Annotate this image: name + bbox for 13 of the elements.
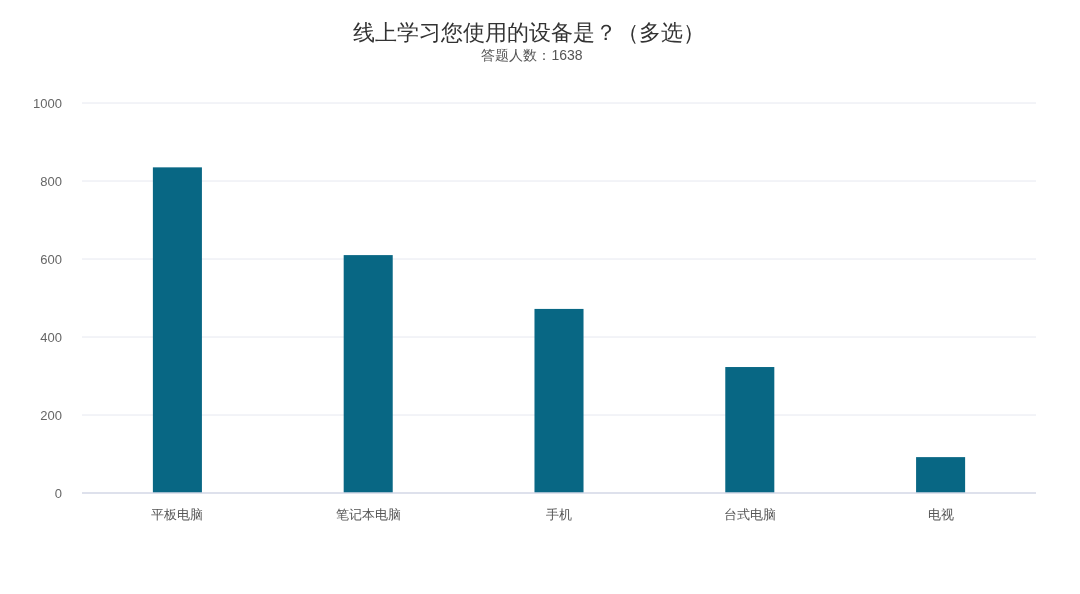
xtick: 笔记本电脑 [335,507,401,522]
ytick: 200 [40,408,62,423]
xtick: 平板电脑 [151,507,204,522]
ytick: 600 [40,252,62,267]
ytick: 0 [54,486,62,501]
title: 线上学习您使用的设备是？（多选） [353,20,705,45]
xtick: 手机 [546,507,572,522]
xtick: 台式电脑 [723,507,776,522]
subtitle: 答题人数：1638 [481,47,583,63]
ytick: 400 [40,330,62,345]
xtick: 电视 [927,507,954,522]
ytick: 800 [40,174,62,189]
ytick: 1000 [33,96,62,111]
